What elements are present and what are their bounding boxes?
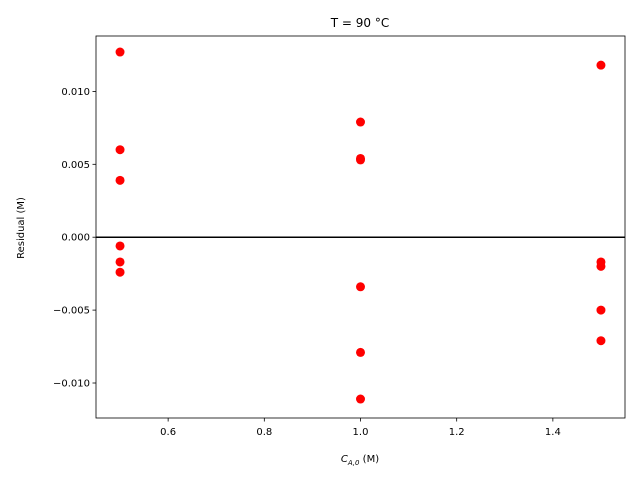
x-tick-label: 1.0 <box>353 427 369 438</box>
x-tick-label: 0.6 <box>160 427 176 438</box>
x-tick-label: 1.4 <box>545 427 561 438</box>
x-axis-label-main: C <box>341 454 348 465</box>
y-axis: −0.010 −0.005 0.000 0.005 0.010 <box>53 87 96 390</box>
data-point <box>596 336 606 346</box>
chart-title: T = 90 °C <box>330 16 389 30</box>
data-point <box>115 241 125 251</box>
data-point <box>356 155 365 165</box>
y-tick-label: 0.010 <box>61 87 90 98</box>
data-point <box>356 394 365 404</box>
data-point <box>356 282 365 292</box>
x-axis: 0.6 0.8 1.0 1.2 1.4 <box>160 418 561 438</box>
y-tick-label: 0.005 <box>61 160 90 171</box>
x-axis-label: CA,0 (M) <box>341 454 379 467</box>
data-point <box>596 305 606 315</box>
data-point <box>115 257 125 267</box>
y-tick-label: −0.005 <box>53 306 90 317</box>
plot-frame <box>95 35 626 419</box>
data-point <box>115 267 125 277</box>
data-points <box>115 47 606 404</box>
x-axis-label-subscript: A,0 <box>347 459 360 467</box>
plot-area <box>95 35 626 419</box>
data-point <box>596 261 606 271</box>
data-point <box>115 175 125 185</box>
data-point <box>596 60 606 70</box>
x-axis-label-unit: (M) <box>359 454 379 465</box>
data-point <box>356 117 365 127</box>
x-tick-label: 1.2 <box>449 427 465 438</box>
y-axis-label: Residual (M) <box>16 197 27 259</box>
y-tick-label: −0.010 <box>53 379 90 390</box>
data-point <box>115 145 125 155</box>
x-tick-label: 0.8 <box>256 427 272 438</box>
data-point <box>356 347 365 357</box>
data-point <box>115 47 125 57</box>
y-tick-label: 0.000 <box>61 233 90 244</box>
